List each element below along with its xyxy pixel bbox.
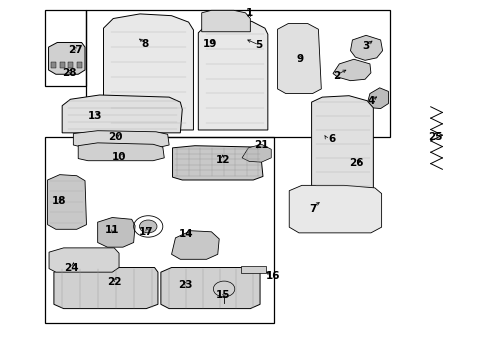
- Polygon shape: [198, 20, 267, 130]
- Polygon shape: [277, 23, 321, 94]
- Text: 22: 22: [107, 277, 121, 287]
- Text: 10: 10: [112, 152, 126, 162]
- Text: 23: 23: [178, 280, 192, 291]
- Text: 20: 20: [108, 132, 122, 142]
- Polygon shape: [171, 231, 219, 259]
- Text: 3: 3: [362, 41, 369, 51]
- Text: 8: 8: [141, 39, 148, 49]
- Polygon shape: [242, 144, 271, 162]
- Bar: [240, 266, 265, 273]
- Text: 28: 28: [62, 68, 77, 78]
- Circle shape: [139, 220, 157, 233]
- Text: 2: 2: [333, 71, 340, 81]
- Polygon shape: [54, 267, 158, 309]
- Text: 17: 17: [139, 227, 153, 237]
- Polygon shape: [103, 14, 193, 130]
- Polygon shape: [161, 267, 260, 309]
- Text: 5: 5: [255, 40, 262, 50]
- Text: 4: 4: [366, 96, 374, 107]
- Polygon shape: [350, 35, 382, 60]
- Text: 16: 16: [265, 271, 279, 282]
- Text: 12: 12: [215, 156, 229, 165]
- Polygon shape: [62, 95, 182, 133]
- Text: 26: 26: [348, 158, 363, 168]
- Text: 24: 24: [64, 262, 79, 273]
- Text: 9: 9: [296, 54, 304, 64]
- Text: 21: 21: [254, 140, 268, 150]
- Text: 25: 25: [427, 132, 442, 142]
- Bar: [77, 62, 82, 68]
- Text: 18: 18: [51, 197, 66, 206]
- Polygon shape: [98, 217, 135, 247]
- Bar: [51, 62, 56, 68]
- Polygon shape: [201, 10, 250, 32]
- Bar: [68, 62, 73, 68]
- Text: 14: 14: [179, 229, 193, 239]
- Polygon shape: [48, 42, 85, 74]
- Text: 27: 27: [68, 45, 82, 55]
- Polygon shape: [332, 59, 370, 81]
- Polygon shape: [172, 146, 263, 180]
- Polygon shape: [47, 175, 86, 229]
- Polygon shape: [73, 131, 169, 148]
- Text: 7: 7: [308, 203, 316, 213]
- Text: 19: 19: [203, 39, 217, 49]
- Text: 13: 13: [87, 111, 102, 121]
- Polygon shape: [288, 185, 381, 233]
- Bar: [60, 62, 64, 68]
- Text: 15: 15: [215, 290, 229, 300]
- Text: 6: 6: [328, 134, 335, 144]
- Text: 11: 11: [105, 225, 119, 235]
- Text: 1: 1: [245, 8, 252, 18]
- Polygon shape: [49, 248, 119, 272]
- Polygon shape: [78, 143, 164, 161]
- Polygon shape: [366, 88, 387, 109]
- Circle shape: [213, 281, 234, 297]
- Polygon shape: [311, 96, 372, 195]
